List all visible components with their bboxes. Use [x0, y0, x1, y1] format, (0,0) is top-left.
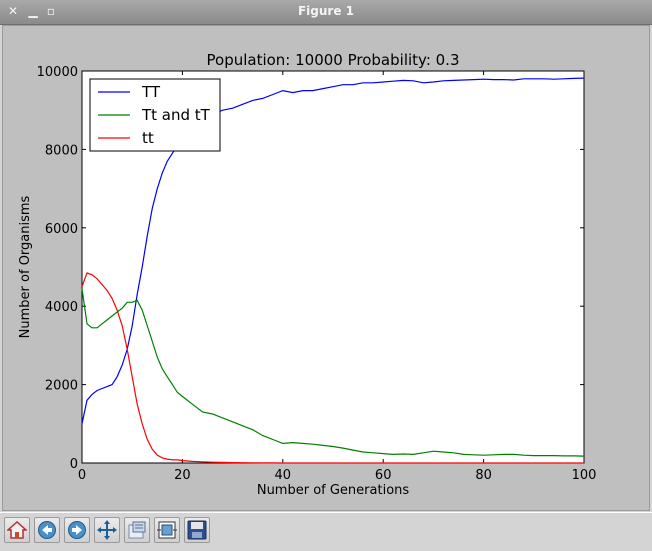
- save-button[interactable]: [184, 517, 210, 543]
- x-tick-label: 100: [572, 468, 597, 483]
- minimize-icon[interactable]: ▁: [28, 4, 38, 18]
- zoom-rect-icon: [128, 521, 146, 539]
- y-tick-label: 8000: [45, 143, 78, 158]
- x-tick-label: 0: [78, 468, 86, 483]
- y-tick-label: 6000: [45, 222, 78, 237]
- legend-label: Tt and tT: [141, 106, 211, 124]
- x-tick-label: 60: [375, 468, 392, 483]
- y-tick-label: 2000: [45, 379, 78, 394]
- x-axis-label: Number of Generations: [257, 483, 410, 498]
- move-icon: [97, 520, 117, 540]
- maximize-icon[interactable]: ▫: [46, 4, 56, 18]
- close-icon[interactable]: ✕: [7, 4, 19, 18]
- home-icon: [7, 520, 27, 539]
- legend-label: TT: [141, 83, 161, 101]
- y-axis-label: Number of Organisms: [18, 195, 33, 338]
- legend-label: tt: [142, 129, 154, 147]
- title-bar: ✕ ▁ ▫ Figure 1: [0, 0, 652, 25]
- arrow-left-icon: [38, 521, 56, 539]
- save-icon: [187, 520, 207, 540]
- forward-button[interactable]: [64, 517, 90, 543]
- y-tick-label: 0: [70, 457, 78, 472]
- series-line-2: [81, 272, 584, 464]
- window-title: Figure 1: [297, 4, 355, 18]
- y-tick-label: 10000: [37, 65, 78, 80]
- subplots-button[interactable]: [154, 517, 180, 543]
- navigation-toolbar: [0, 512, 652, 551]
- x-tick-label: 20: [174, 468, 191, 483]
- zoom-button[interactable]: [124, 517, 150, 543]
- back-button[interactable]: [34, 517, 60, 543]
- arrow-right-icon: [68, 521, 86, 539]
- y-tick-label: 4000: [45, 300, 78, 315]
- x-tick-label: 40: [275, 468, 292, 483]
- chart-title: Population: 10000 Probability: 0.3: [207, 51, 460, 69]
- figure-canvas: Population: 10000 Probability: 0.3 Numbe…: [2, 25, 650, 511]
- series-line-0: [81, 77, 585, 424]
- pan-button[interactable]: [94, 517, 120, 543]
- subplots-icon: [157, 521, 177, 539]
- x-tick-label: 80: [475, 468, 492, 483]
- home-button[interactable]: [4, 517, 30, 543]
- series-line-1: [81, 288, 585, 457]
- line-chart: Population: 10000 Probability: 0.3 Numbe…: [18, 51, 597, 498]
